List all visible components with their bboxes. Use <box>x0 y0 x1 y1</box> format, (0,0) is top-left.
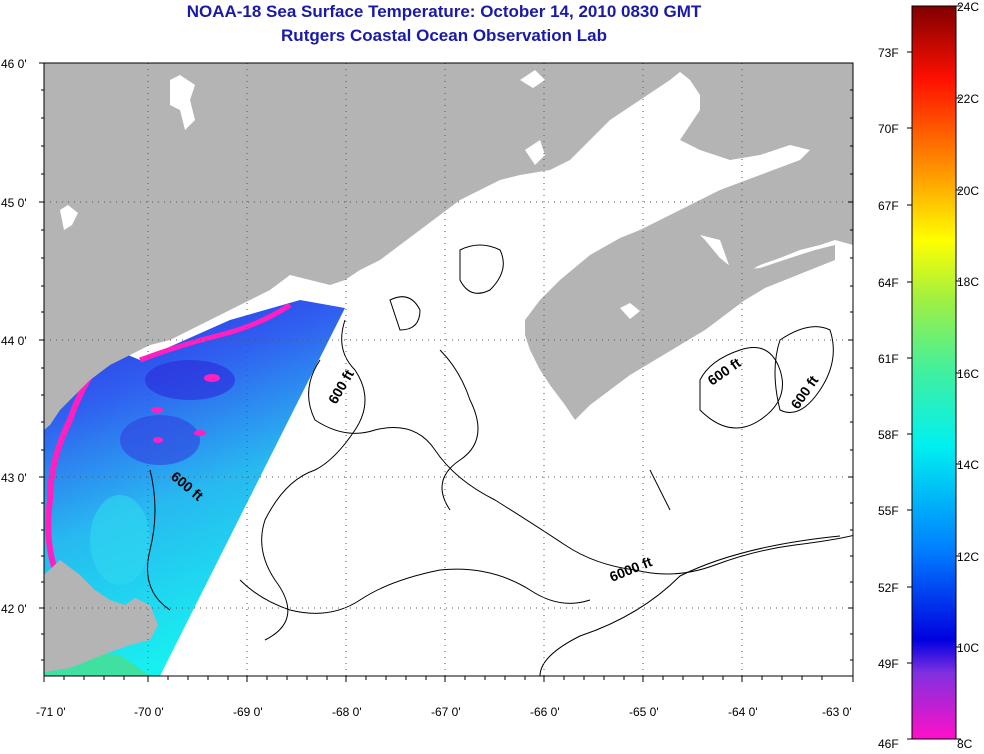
lon-label-65: -65 0' <box>629 705 659 719</box>
map-subtitle: Rutgers Coastal Ocean Observation Lab <box>281 26 607 45</box>
cb-c-12: 12C <box>957 550 979 564</box>
colorbar-celsius-labels: 24C 22C 20C 18C 16C 14C 12C 10C 8C <box>957 0 979 751</box>
nova-scotia-land <box>525 222 835 420</box>
cb-f-61: 61F <box>878 352 899 366</box>
cb-c-24: 24C <box>957 0 979 14</box>
cb-c-10: 10C <box>957 641 979 655</box>
cb-f-46: 46F <box>878 737 899 751</box>
map-frame <box>43 62 854 677</box>
colorbar-fahrenheit-labels: 73F 70F 67F 64F 61F 58F 55F 52F 49F 46F <box>878 46 899 751</box>
cb-c-14: 14C <box>957 458 979 472</box>
lat-label-46: 46 0' <box>1 57 27 71</box>
lat-label-45: 45 0' <box>1 196 27 210</box>
cb-f-52: 52F <box>878 581 899 595</box>
cb-f-67: 67F <box>878 199 899 213</box>
map-title: NOAA-18 Sea Surface Temperature: October… <box>186 2 702 21</box>
cb-c-20: 20C <box>957 184 979 198</box>
latitude-labels: 46 0' 45 0' 44 0' 43 0' 42 0' <box>1 57 27 616</box>
lon-label-66: -66 0' <box>530 705 560 719</box>
lon-label-68: -68 0' <box>332 705 362 719</box>
lon-label-64: -64 0' <box>728 705 758 719</box>
graticule <box>44 63 853 676</box>
cb-f-49: 49F <box>878 657 899 671</box>
cb-f-64: 64F <box>878 276 899 290</box>
lat-label-43: 43 0' <box>1 471 27 485</box>
cb-c-18: 18C <box>957 275 979 289</box>
cb-c-8: 8C <box>957 737 973 751</box>
cb-f-58: 58F <box>878 428 899 442</box>
lon-label-63: -63 0' <box>822 705 852 719</box>
cb-f-73: 73F <box>878 46 899 60</box>
lon-label-67: -67 0' <box>431 705 461 719</box>
axis-ticks <box>39 62 854 682</box>
bathymetry-contours <box>147 244 853 676</box>
longitude-labels: -71 0' -70 0' -69 0' -68 0' -67 0' -66 0… <box>36 705 852 719</box>
colorbar <box>911 5 957 740</box>
lon-label-69: -69 0' <box>233 705 263 719</box>
lat-label-44: 44 0' <box>1 334 27 348</box>
cb-f-55: 55F <box>878 504 899 518</box>
cb-c-22: 22C <box>957 92 979 106</box>
lat-label-42: 42 0' <box>1 602 27 616</box>
lon-label-70: -70 0' <box>134 705 164 719</box>
cb-f-70: 70F <box>878 122 899 136</box>
cape-cod-land <box>44 560 158 672</box>
colorbar-ticks <box>907 5 961 740</box>
mainland-land <box>44 63 853 430</box>
cb-c-16: 16C <box>957 367 979 381</box>
sst-swath <box>44 300 345 676</box>
lon-label-71: -71 0' <box>36 705 66 719</box>
